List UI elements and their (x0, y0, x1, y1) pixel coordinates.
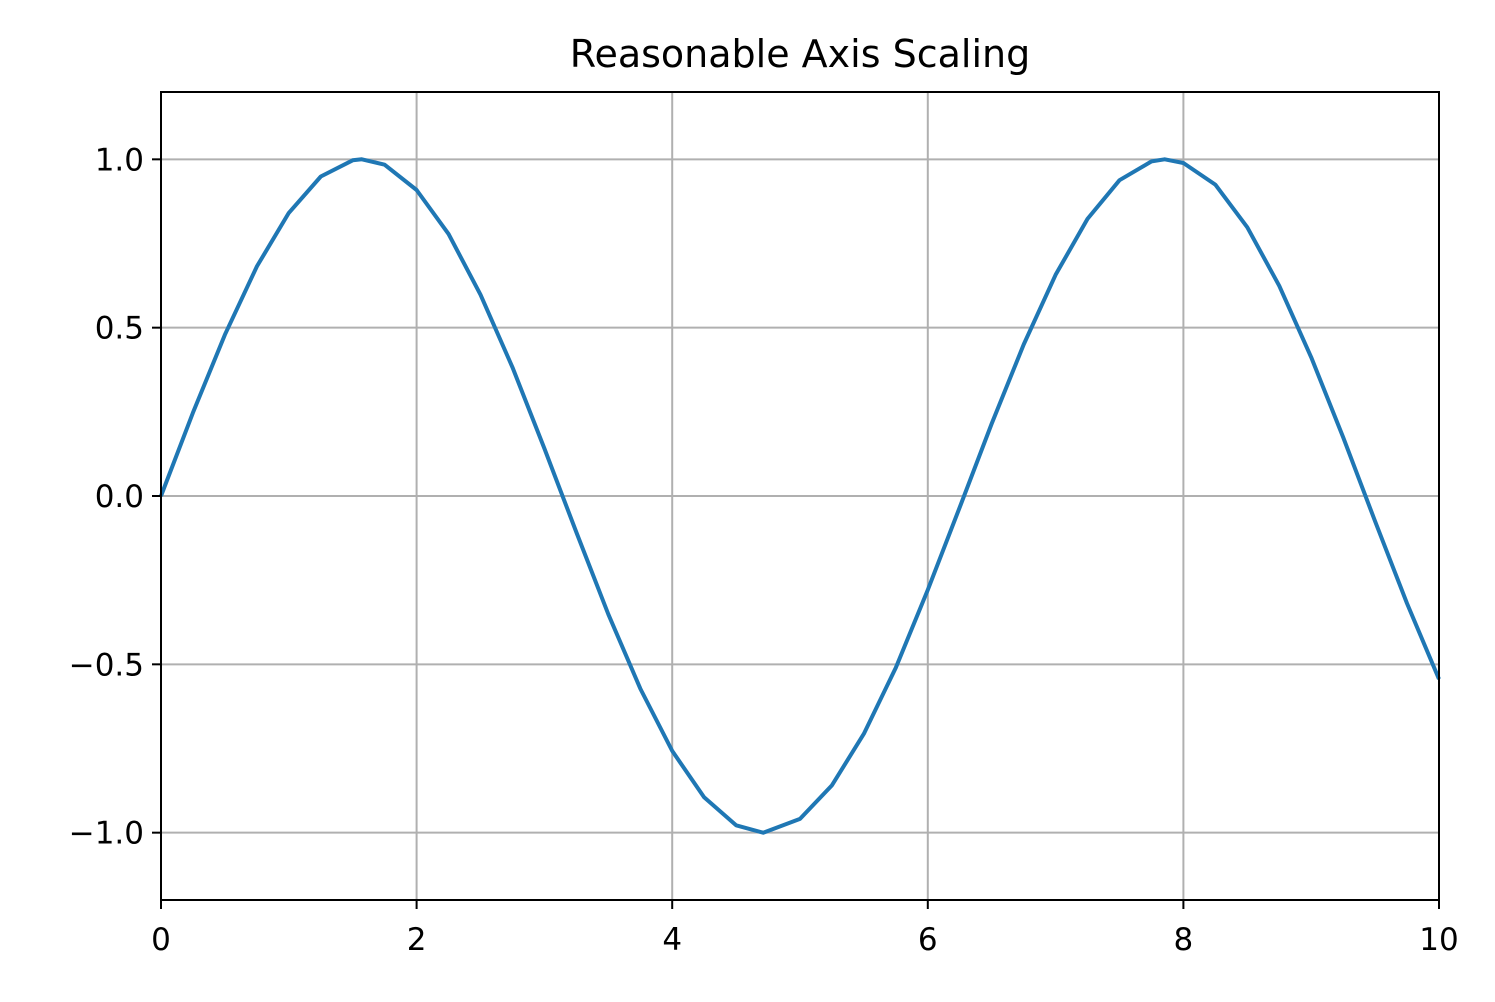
y-tick-label: 0.0 (95, 479, 144, 515)
x-tick-label: 10 (1419, 922, 1458, 958)
y-tick-label: −1.0 (69, 816, 144, 852)
chart-title: Reasonable Axis Scaling (570, 32, 1030, 76)
grid (160, 92, 1440, 900)
series-layer (159, 157, 1441, 835)
x-tick-label: 6 (918, 922, 938, 958)
x-tick-label: 8 (1174, 922, 1194, 958)
y-tick-label: 1.0 (95, 142, 144, 178)
y-axis: −1.0 −0.5 0.0 0.5 1.0 (69, 142, 161, 852)
x-tick-label: 0 (151, 922, 171, 958)
x-tick-label: 4 (662, 922, 682, 958)
x-axis: 0 2 4 6 8 10 (151, 900, 1459, 958)
x-tick-label: 2 (407, 922, 427, 958)
series-line (159, 157, 1441, 835)
y-tick-label: −0.5 (69, 647, 144, 683)
y-tick-label: 0.5 (95, 311, 144, 347)
